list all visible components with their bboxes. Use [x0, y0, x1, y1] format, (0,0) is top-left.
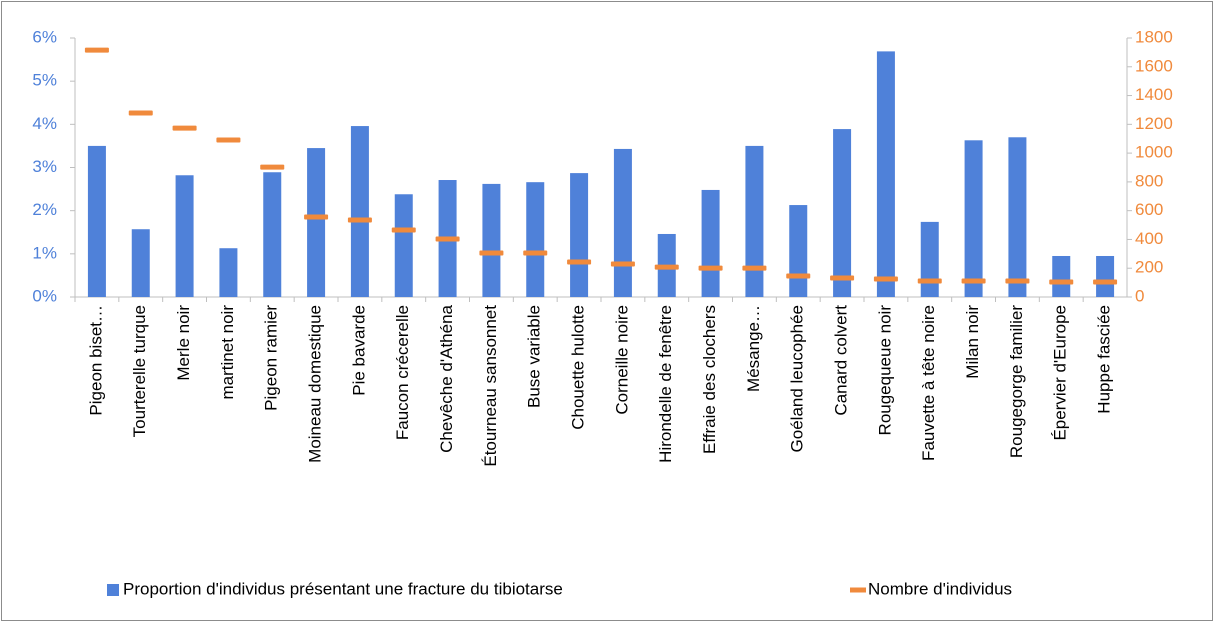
bar — [701, 189, 720, 297]
marker — [786, 273, 811, 279]
x-tick-label: Étourneau sansonnet — [481, 305, 500, 467]
bar — [1052, 255, 1071, 297]
y2-tick-label: 1600 — [1135, 56, 1173, 75]
bar — [482, 183, 501, 297]
marker — [1093, 279, 1118, 285]
marker — [961, 278, 986, 284]
bar — [876, 51, 895, 297]
x-tick-label: Pie bavarde — [349, 305, 368, 396]
bar — [833, 129, 852, 297]
y-tick-label: 3% — [32, 157, 57, 176]
x-tick-label: Moineau domestique — [306, 305, 325, 463]
marker — [172, 125, 197, 131]
y2-tick-label: 1200 — [1135, 114, 1173, 133]
marker — [479, 250, 504, 256]
bar — [1008, 137, 1027, 297]
legend-swatch — [107, 584, 119, 596]
x-tick-label: Effraie des clochers — [700, 305, 719, 454]
marker — [260, 164, 285, 170]
x-tick-label: Pigeon biset… — [86, 305, 105, 416]
marker — [347, 217, 372, 223]
y-tick-label: 5% — [32, 71, 57, 90]
x-tick-label: Corneille noire — [612, 305, 631, 415]
marker — [216, 137, 241, 143]
y2-tick-label: 1000 — [1135, 143, 1173, 162]
bar — [87, 145, 106, 297]
marker — [1049, 279, 1074, 285]
y-tick-label: 4% — [32, 114, 57, 133]
bar — [350, 126, 369, 297]
bar — [964, 140, 983, 297]
marker — [654, 264, 679, 270]
x-tick-label: Buse variable — [525, 305, 544, 408]
bar — [570, 173, 589, 297]
marker — [304, 214, 329, 220]
bar — [394, 194, 413, 297]
x-tick-label: Hirondelle de fenêtre — [656, 305, 675, 463]
x-tick-label: Épervier d'Europe — [1051, 305, 1070, 441]
bar — [219, 248, 238, 297]
y2-tick-label: 0 — [1135, 286, 1144, 305]
y2-tick-label: 800 — [1135, 171, 1163, 190]
bar — [613, 148, 632, 297]
bar — [263, 172, 282, 297]
marker — [84, 47, 109, 53]
x-tick-label: Goéland leucophée — [788, 305, 807, 452]
x-tick-label: Tourterelle turque — [130, 305, 149, 437]
x-tick-label: Canard colvert — [832, 305, 851, 416]
bar — [307, 148, 326, 297]
x-tick-label: martinet noir — [218, 305, 237, 400]
y2-tick-label: 1400 — [1135, 85, 1173, 104]
x-tick-label: Pigeon ramier — [262, 305, 281, 411]
y2-tick-label: 200 — [1135, 258, 1163, 277]
x-tick-label: Faucon crécerelle — [393, 305, 412, 440]
y2-tick-label: 1800 — [1135, 27, 1173, 46]
x-tick-label: Mésange… — [744, 305, 763, 392]
x-tick-label: Merle noir — [174, 305, 193, 381]
marker — [698, 265, 723, 271]
bar — [526, 182, 545, 297]
y-tick-label: 0% — [32, 286, 57, 305]
bar — [175, 175, 194, 297]
marker — [1005, 278, 1030, 284]
marker — [742, 265, 767, 271]
y-tick-label: 2% — [32, 200, 57, 219]
x-tick-label: Huppe fasciée — [1095, 305, 1114, 414]
marker — [917, 278, 942, 284]
bar — [745, 145, 764, 297]
x-tick-label: Fauvette à tête noire — [919, 305, 938, 461]
y-tick-label: 1% — [32, 243, 57, 262]
bar — [789, 205, 808, 297]
marker — [873, 276, 898, 282]
marker — [567, 259, 592, 265]
x-tick-label: Rougegorge familier — [1007, 305, 1026, 458]
bar — [1096, 255, 1115, 297]
y-tick-label: 6% — [32, 27, 57, 46]
marker — [435, 236, 460, 242]
x-tick-label: Milan noir — [963, 305, 982, 379]
legend-label: Nombre d'individus — [868, 579, 1012, 598]
bar — [131, 229, 150, 297]
x-tick-label: Rougequeue noir — [875, 305, 894, 436]
legend-swatch — [850, 587, 866, 593]
marker — [523, 250, 548, 256]
marker — [391, 227, 416, 233]
x-tick-label: Chouette hulotte — [569, 305, 588, 430]
y2-tick-label: 600 — [1135, 200, 1163, 219]
marker — [128, 110, 153, 116]
x-tick-label: Chevêche d'Athéna — [437, 304, 456, 452]
marker — [830, 275, 855, 281]
marker — [610, 261, 635, 267]
bar — [920, 221, 939, 297]
legend-label: Proportion d'individus présentant une fr… — [123, 579, 563, 598]
y2-tick-label: 400 — [1135, 229, 1163, 248]
